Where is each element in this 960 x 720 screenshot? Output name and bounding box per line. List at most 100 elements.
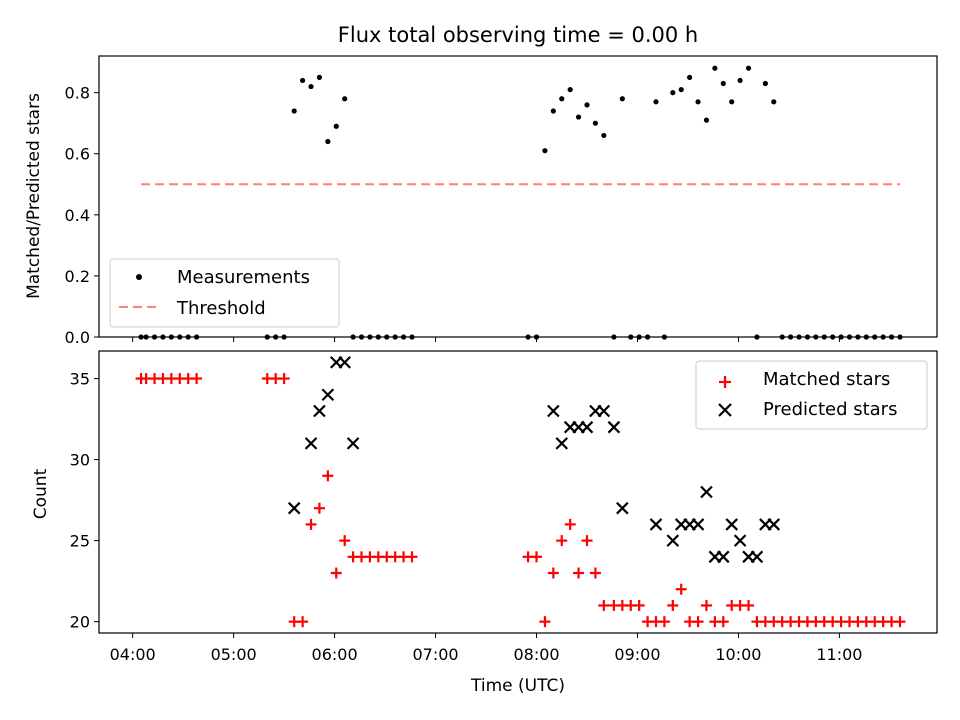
- measurement-point: [567, 86, 573, 93]
- predicted-star-point: [287, 501, 301, 515]
- measurement-point: [771, 99, 777, 105]
- measurement-point: [678, 86, 684, 93]
- x-tick-label: 06:00: [312, 645, 358, 664]
- measurement-point: [670, 90, 676, 96]
- matched-star-point: [581, 535, 593, 547]
- measurement-point: [584, 102, 590, 108]
- measurement-point: [575, 114, 582, 120]
- measurement-point: [729, 99, 735, 105]
- matched-star-point: [675, 583, 687, 595]
- top-plot-area: [138, 65, 903, 340]
- matched-star-point: [667, 599, 679, 611]
- matched-star-point: [589, 567, 601, 579]
- bottom-y-axis-label: Count: [31, 468, 51, 519]
- x-tick-label: 04:00: [110, 645, 156, 664]
- top-axis-ticks: 0.0 0.2 0.4 0.6 0.8: [65, 84, 840, 347]
- bottom-y-tick-label: 25: [70, 532, 90, 551]
- matched-star-point: [692, 616, 704, 628]
- measurement-point: [291, 108, 297, 114]
- measurement-point: [703, 117, 710, 123]
- measurement-point: [601, 132, 607, 139]
- predicted-star-point: [750, 550, 764, 564]
- measurement-point: [687, 74, 693, 80]
- measurement-point: [308, 83, 314, 90]
- measurement-point: [542, 148, 548, 154]
- matched-star-point: [633, 599, 645, 611]
- predicted-star-point: [346, 437, 360, 450]
- matched-star-point: [573, 567, 585, 579]
- matched-star-point: [322, 470, 334, 482]
- top-y-tick-label: 0.6: [65, 145, 90, 164]
- matched-star-point: [717, 616, 729, 628]
- top-y-tick-label: 0.8: [65, 84, 90, 103]
- measurement-point: [325, 138, 331, 145]
- predicted-star-point: [700, 485, 713, 499]
- predicted-star-point: [313, 404, 326, 418]
- measurement-point: [762, 80, 768, 87]
- x-tick-label: 08:00: [513, 645, 559, 664]
- bottom-y-tick-label: 30: [70, 451, 90, 470]
- predicted-star-point: [607, 420, 621, 434]
- matched-star-point: [743, 599, 755, 611]
- matched-star-point: [305, 518, 317, 530]
- top-y-tick-label: 0.4: [65, 206, 90, 225]
- x-tick-label: 11:00: [816, 645, 862, 664]
- matched-star-point: [339, 535, 351, 547]
- measurement-point: [559, 96, 565, 102]
- legend-predicted-label: Predicted stars: [763, 399, 897, 420]
- predicted-star-point: [733, 534, 747, 547]
- measurement-point: [737, 77, 743, 84]
- predicted-star-point: [717, 550, 730, 564]
- bottom-axes-frame: [98, 350, 938, 634]
- top-y-tick-label: 0.0: [65, 328, 90, 347]
- predicted-star-point: [597, 404, 611, 418]
- chart-title: Flux total observing time = 0.00 h: [338, 23, 698, 47]
- measurement-point: [712, 65, 718, 71]
- matched-star-point: [313, 502, 325, 514]
- x-tick-label: 09:00: [614, 645, 660, 664]
- matched-star-point: [191, 373, 203, 385]
- bottom-legend-box: [695, 360, 928, 430]
- top-legend: Measurements Threshold: [109, 258, 340, 328]
- predicted-star-point: [304, 437, 318, 450]
- matched-star-point: [564, 518, 576, 530]
- matched-star-point: [556, 535, 568, 547]
- x-tick-label: 07:00: [412, 645, 458, 664]
- matched-star-point: [894, 616, 906, 628]
- predicted-star-point: [767, 518, 781, 531]
- predicted-star-point: [725, 518, 738, 531]
- measurement-point: [300, 77, 306, 84]
- bottom-y-tick-label: 20: [70, 613, 90, 632]
- x-tick-label: 05:00: [211, 645, 257, 664]
- predicted-star-point: [616, 501, 629, 515]
- measurement-point: [333, 123, 339, 129]
- predicted-star-point: [580, 420, 594, 434]
- measurement-point: [316, 74, 323, 80]
- matched-star-point: [297, 616, 309, 628]
- predicted-star-point: [321, 388, 335, 402]
- measurement-point: [619, 96, 625, 102]
- matched-star-point: [539, 616, 551, 628]
- predicted-star-point: [338, 356, 351, 369]
- measurement-point: [745, 65, 752, 71]
- bottom-plot-area: [135, 356, 906, 628]
- bottom-axis-ticks: 20 25 30 35 04:00 05:00 06:00 07:00 08:00 09:00 10…: [70, 370, 863, 664]
- measurement-point: [592, 120, 599, 126]
- top-y-axis-label: Matched/Predicted stars: [24, 93, 44, 299]
- top-y-tick-label: 0.2: [65, 267, 90, 286]
- legend-matched-marker: [719, 376, 731, 388]
- predicted-star-point: [555, 437, 569, 450]
- matched-star-point: [700, 599, 712, 611]
- predicted-star-point: [649, 518, 663, 531]
- bottom-y-tick-label: 35: [70, 370, 90, 389]
- predicted-star-point: [691, 518, 705, 531]
- bottom-legend: Matched stars Predicted stars: [695, 360, 928, 430]
- measurement-point: [653, 99, 659, 105]
- matched-star-point: [598, 599, 610, 611]
- matched-star-point: [406, 551, 418, 563]
- matched-star-point: [330, 567, 342, 579]
- measurement-point: [695, 99, 701, 105]
- measurement-point: [550, 108, 556, 114]
